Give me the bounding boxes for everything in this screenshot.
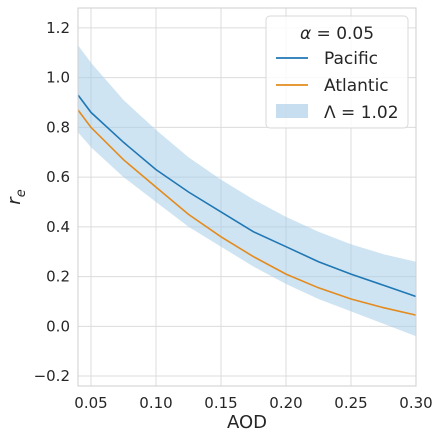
y-tick-label: −0.2 [34,367,70,385]
x-tick-label: 0.25 [334,394,367,412]
x-tick-label: 0.05 [74,394,107,412]
y-tick-label: 0.8 [46,118,70,136]
y-tick-label: 1.0 [46,69,70,87]
legend-box [265,15,409,129]
y-axis-label: re [4,189,29,204]
y-tick-label: 1.2 [46,19,70,37]
legend: α = 0.05 Pacific Atlantic Λ = 1.02 [265,15,409,129]
x-axis-label: AOD [227,412,267,433]
y-axis-label-subscript: e [14,189,29,197]
legend-label-atlantic: Atlantic [324,76,389,96]
legend-title-symbol: α [300,24,311,44]
series-line-atlantic [77,109,417,316]
tick-labels: 0.05 0.10 0.15 0.20 0.25 0.30 −0.2 0.0 0.2 0.4 0.6… [34,19,433,412]
y-tick-label: 0.2 [46,268,70,286]
series-line-pacific [77,94,417,298]
legend-band-value: = 1.02 [336,103,399,123]
x-tick-label: 0.15 [204,394,237,412]
legend-label-pacific: Pacific [324,49,378,69]
x-tick-label: 0.20 [269,394,302,412]
y-tick-label: 0.0 [46,317,70,335]
legend-title: α = 0.05 [300,24,374,44]
legend-entries: Pacific Atlantic Λ = 1.02 [276,49,399,123]
x-tick-label: 0.10 [139,394,172,412]
x-tick-label: 0.30 [399,394,432,412]
y-tick-label: 0.6 [46,168,70,186]
confidence-band [78,45,416,337]
plot-frame [77,7,417,387]
legend-band-symbol: Λ [324,103,336,123]
legend-label-band: Λ = 1.02 [324,103,399,123]
series-lines [77,94,417,316]
legend-swatch-band [276,104,308,118]
y-tick-label: 0.4 [46,218,70,236]
legend-title-value: = 0.05 [311,24,374,44]
y-axis-label-base: r [4,196,25,205]
band-area [78,45,416,337]
